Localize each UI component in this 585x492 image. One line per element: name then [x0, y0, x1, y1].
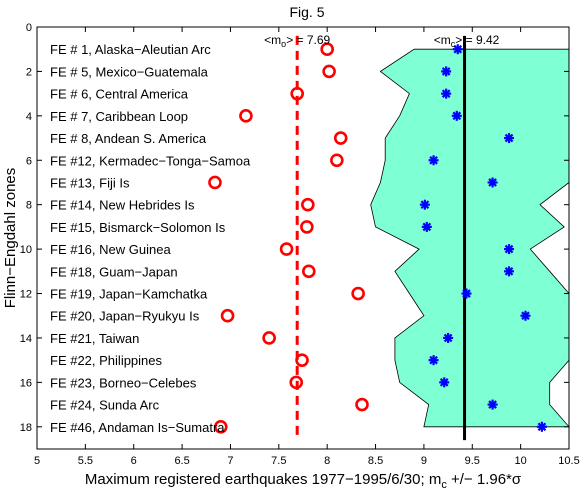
y-axis-label: Flinn−Engdahl zones [2, 168, 19, 309]
zone-label: FE #18, Guam−Japan [50, 264, 178, 279]
mc-marker [452, 44, 463, 55]
x-tick-label: 5.5 [78, 455, 93, 467]
mc-marker [451, 110, 462, 121]
x-tick-label: 8 [324, 455, 330, 467]
y-tick-label: 16 [20, 377, 32, 389]
x-tick-label: 8.5 [368, 455, 383, 467]
zone-label: FE #12, Kermadec−Tonga−Samoa [50, 153, 251, 168]
mc-marker [428, 355, 439, 366]
mc-marker [487, 399, 498, 410]
mo-marker [301, 197, 315, 212]
mo-marker [208, 175, 222, 190]
mc-marker [520, 310, 531, 321]
zone-label: FE #15, Bismarck−Solomon Is [50, 220, 226, 235]
mc-marker [421, 221, 432, 232]
y-tick-label: 14 [20, 333, 32, 345]
mo-marker [279, 242, 294, 256]
zone-label: FE #24, Sunda Arc [50, 398, 160, 413]
mo-marker [322, 64, 336, 79]
zone-label: FE #20, Japan−Ryukyu Is [50, 309, 200, 324]
mc-marker [443, 332, 454, 343]
plot-frame [36, 26, 570, 450]
mc-marker [419, 199, 430, 210]
zone-label: FE #22, Philippines [50, 353, 163, 368]
mo-marker [355, 397, 369, 412]
mo-marker [262, 331, 276, 345]
zone-label: FE #19, Japan−Kamchatka [50, 287, 208, 302]
chart-title: Fig. 5 [289, 4, 324, 20]
mc-marker [504, 133, 515, 144]
mo-marker [302, 264, 316, 279]
zone-label: FE #16, New Guinea [50, 242, 171, 257]
mo-marker [295, 353, 309, 367]
mc-marker [441, 88, 452, 99]
mo-marker [289, 375, 304, 390]
mc-marker [461, 288, 472, 299]
mc-marker [504, 244, 515, 255]
x-tick-label: 10 [515, 455, 527, 467]
zone-label: FE #21, Taiwan [50, 331, 139, 346]
zone-label: FE #46, Andaman Is−Sumatra [50, 420, 225, 435]
zone-label: FE # 6, Central America [50, 87, 189, 102]
mo-marker [213, 419, 228, 434]
zone-label: FE # 1, Alaska−Aleutian Arc [50, 42, 211, 57]
y-tick-label: 0 [26, 22, 32, 34]
x-axis-label: Maximum registered earthquakes 1977−1995… [85, 471, 522, 491]
zone-labels: FE # 1, Alaska−Aleutian Arc FE # 5, Mexic… [50, 42, 251, 435]
x-tick-label: 10.5 [558, 455, 579, 467]
data-marks [208, 42, 547, 434]
mc-marker [487, 177, 498, 188]
zone-label: FE # 5, Mexico−Guatemala [50, 64, 209, 79]
mo-marker [290, 86, 304, 101]
x-tick-label: 6.5 [174, 455, 189, 467]
y-tick-label: 8 [26, 200, 32, 212]
mc-marker [504, 266, 515, 277]
mean-lines [295, 35, 467, 441]
zone-label: FE #23, Borneo−Celebes [50, 375, 197, 390]
confidence-band [370, 48, 570, 428]
mc-marker [441, 66, 452, 77]
uncertainty-band [370, 48, 570, 428]
mc-marker [428, 155, 439, 166]
mo-marker [333, 131, 348, 145]
mo-marker [330, 153, 344, 168]
mc-marker [439, 377, 450, 388]
x-tick-label: 9 [421, 455, 427, 467]
zone-label: FE # 7, Caribbean Loop [50, 109, 188, 124]
mo-marker [300, 220, 314, 234]
y-tick-label: 4 [26, 111, 32, 123]
x-tick-label: 9.5 [465, 455, 480, 467]
x-tick-label: 5 [34, 455, 40, 467]
mc-marker [536, 421, 547, 432]
mo-marker [320, 42, 334, 57]
zone-label: FE # 8, Andean S. America [50, 131, 207, 146]
zone-label: FE #14, New Hebrides Is [50, 198, 195, 213]
mean-annotations: <mo> = 7.69 <mc> = 9.42 [264, 33, 499, 49]
y-tick-label: 2 [26, 66, 32, 78]
mo-marker [239, 109, 253, 123]
mean-mc-annotation: <mc> = 9.42 [434, 33, 500, 49]
y-tick-label: 10 [20, 244, 32, 256]
y-tick-label: 6 [26, 155, 32, 167]
x-tick-label: 7.5 [271, 455, 286, 467]
x-tick-label: 7 [227, 455, 233, 467]
mo-marker [220, 308, 235, 323]
x-tick-label: 6 [131, 455, 137, 467]
zone-label: FE #13, Fiji Is [50, 175, 130, 190]
axis-ticks: 5 5.5 6 6.5 7 7.5 8 8.5 9 9.5 10 10.5 0 2 4 6 8 10 12 14 16 1… [20, 22, 580, 467]
y-tick-label: 18 [20, 422, 32, 434]
mo-marker [351, 286, 365, 301]
y-tick-label: 12 [20, 289, 32, 301]
mean-mo-annotation: <mo> = 7.69 [264, 33, 330, 49]
